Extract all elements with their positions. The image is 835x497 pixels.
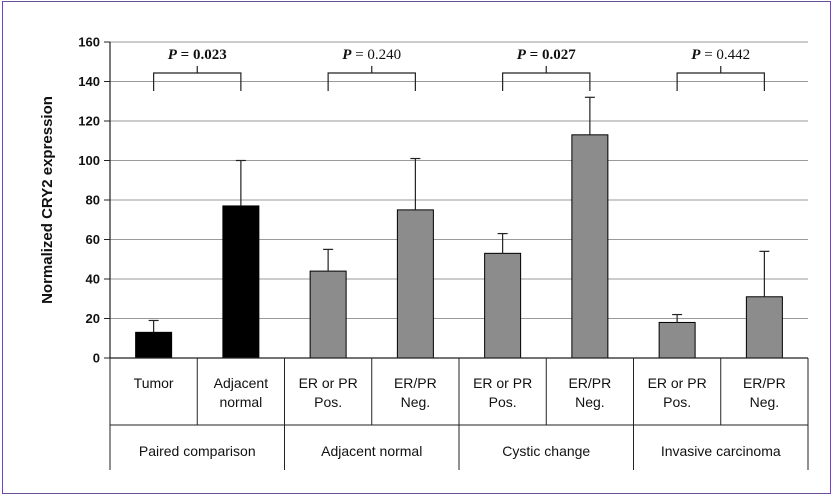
bars: [135, 134, 783, 359]
y-axis: 0 20 40 60 80 100 120 140 160: [78, 35, 111, 366]
category-label: ER/PR: [394, 375, 437, 391]
category-label: Adjacent: [214, 375, 269, 391]
y-axis-label: Normalized CRY2 expression: [39, 96, 56, 304]
category-label: ER or PR: [299, 375, 358, 391]
p-value-label: P = 0.240: [342, 47, 401, 63]
group-label: Paired comparison: [139, 443, 256, 459]
group-label: Cystic change: [502, 443, 590, 459]
y-tick-label: 140: [78, 74, 100, 89]
category-label: Neg.: [750, 394, 780, 410]
bar: [222, 205, 260, 359]
category-label: Tumor: [134, 375, 174, 391]
bar: [745, 296, 783, 359]
bar: [135, 331, 173, 359]
category-label: Pos.: [489, 394, 517, 410]
category-label: ER/PR: [568, 375, 611, 391]
category-label: Neg.: [575, 394, 605, 410]
category-label: ER or PR: [473, 375, 532, 391]
category-label: Pos.: [663, 394, 691, 410]
category-label: ER/PR: [743, 375, 786, 391]
y-tick-label: 60: [86, 232, 100, 247]
error-bars: [148, 96, 770, 333]
bar: [658, 321, 696, 359]
category-table: Tumor Adjacent normal ER or PR Pos. ER/PR Neg.…: [109, 357, 809, 470]
y-tick-label: 160: [78, 35, 100, 50]
y-tick-label: 80: [86, 193, 100, 208]
category-label: normal: [219, 394, 262, 410]
bar: [484, 252, 522, 359]
significance-brackets: P = 0.023 P = 0.240 P = 0.027 P = 0.442: [153, 47, 765, 91]
y-tick-label: 20: [86, 311, 100, 326]
bar: [396, 209, 434, 359]
group-label: Adjacent normal: [321, 443, 422, 459]
category-label: Pos.: [314, 394, 342, 410]
p-value-label: P = 0.023: [168, 47, 227, 63]
y-tick-label: 40: [86, 272, 100, 287]
p-value-label: P = 0.027: [517, 47, 576, 63]
bar: [309, 270, 347, 359]
y-tick-label: 120: [78, 114, 100, 129]
category-label: ER or PR: [648, 375, 707, 391]
group-label: Invasive carcinoma: [661, 443, 781, 459]
y-tick-label: 100: [78, 153, 100, 168]
p-value-label: P = 0.442: [691, 47, 750, 63]
category-label: Neg.: [401, 394, 431, 410]
gridlines: [110, 41, 808, 319]
y-tick-label: 0: [93, 351, 100, 366]
bar: [571, 134, 609, 359]
